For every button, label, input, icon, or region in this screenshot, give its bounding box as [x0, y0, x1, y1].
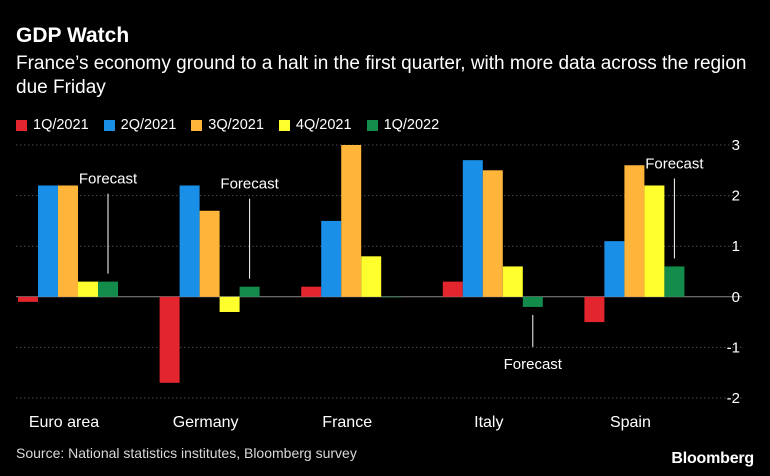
bar: [38, 185, 58, 297]
bar: [482, 170, 503, 297]
bar: [301, 286, 322, 297]
bar: [159, 296, 180, 383]
x-tick-label: France: [322, 414, 372, 431]
y-tick-label: -2: [727, 390, 740, 407]
y-tick-label: 3: [732, 137, 740, 154]
source-note: Source: National statistics institutes, …: [16, 445, 357, 461]
legend-item: 4Q/2021: [278, 117, 352, 133]
legend-item: 1Q/2022: [366, 117, 440, 133]
legend-label: 1Q/2022: [383, 117, 440, 133]
y-tick-label: 0: [732, 289, 740, 306]
bar: [98, 281, 118, 297]
x-tick-label: Italy: [474, 414, 503, 431]
legend-item: 2Q/2021: [103, 117, 177, 133]
y-tick-label: 2: [732, 188, 740, 205]
bar: [584, 296, 605, 323]
legend-label: 3Q/2021: [208, 117, 264, 133]
y-tick-label: 1: [732, 238, 740, 255]
bar: [664, 266, 685, 297]
legend-swatch: [278, 119, 290, 131]
bar: [644, 185, 665, 297]
bar: [239, 286, 260, 297]
legend-label: 1Q/2021: [33, 117, 89, 133]
annotation-label: Forecast: [220, 176, 279, 193]
bar: [442, 281, 463, 297]
legend-swatch: [16, 119, 27, 131]
bar: [381, 296, 402, 298]
x-tick-label: Germany: [173, 414, 239, 431]
chart-title: GDP Watch: [16, 24, 130, 47]
legend-item: 3Q/2021: [191, 117, 264, 133]
bar: [18, 296, 38, 302]
bar: [604, 241, 625, 297]
bar: [361, 256, 382, 297]
annotation-label: Forecast: [645, 155, 704, 172]
bloomberg-logo: Bloomberg: [671, 450, 754, 467]
bar: [179, 185, 200, 297]
chart-subtitle: France’s economy ground to a halt in the…: [16, 53, 747, 98]
x-tick-label: Euro area: [29, 414, 99, 431]
bar: [462, 160, 483, 297]
legend-label: 2Q/2021: [120, 117, 177, 133]
legend-swatch: [103, 119, 115, 131]
annotation-label: Forecast: [504, 356, 563, 373]
bar: [341, 145, 362, 297]
bar: [624, 165, 645, 297]
y-tick-label: -1: [727, 339, 740, 356]
legend-swatch: [366, 119, 378, 131]
annotation-label: Forecast: [79, 171, 138, 188]
x-tick-label: Spain: [610, 414, 651, 431]
bar: [321, 220, 342, 297]
bar: [522, 296, 543, 307]
bar: [199, 210, 220, 297]
legend: 1Q/2021 2Q/2021 3Q/2021 4Q/2021 1Q/2022: [16, 117, 454, 133]
bar: [502, 266, 523, 297]
legend-swatch: [191, 119, 203, 131]
bar: [78, 281, 98, 297]
legend-item: 1Q/2021: [16, 117, 89, 133]
legend-label: 4Q/2021: [295, 117, 352, 133]
bar: [219, 296, 240, 312]
bar: [58, 185, 78, 297]
